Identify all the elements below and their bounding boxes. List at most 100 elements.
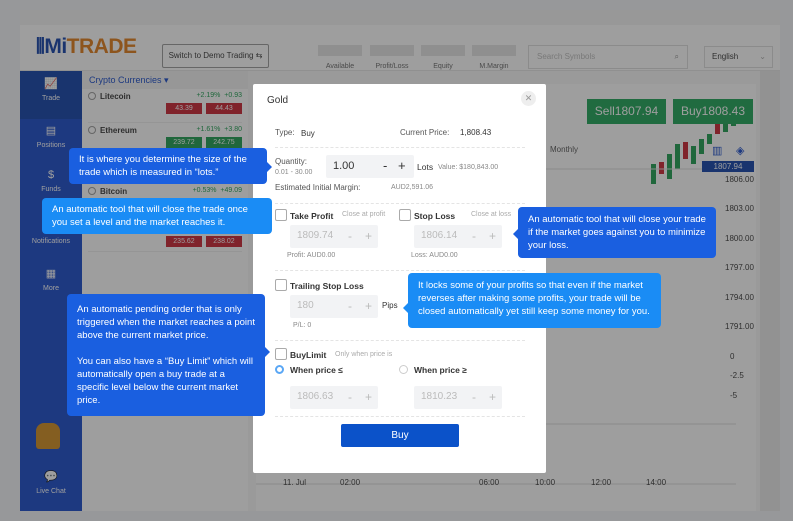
quantity-input[interactable]: 1.00: [333, 160, 355, 172]
stop-loss-label: Stop Loss: [414, 211, 456, 221]
top-band: [20, 10, 780, 25]
x-axis-label: 14:00: [646, 478, 667, 487]
tooltip-arrow: [267, 162, 277, 172]
tooltip-arrow: [398, 303, 408, 313]
watchlist: Crypto Currencies ▾ Litecoin +2.19% +0.93…: [82, 71, 248, 511]
symbol-name: Bitcoin: [100, 187, 128, 196]
search-input[interactable]: Search Symbols ⌕: [528, 45, 688, 69]
radio-icon[interactable]: [88, 126, 96, 134]
buy-price[interactable]: 44.43: [206, 103, 242, 114]
y-axis-label: 1803.00: [725, 204, 754, 213]
trailing-stop-checkbox[interactable]: [275, 279, 287, 291]
take-profit-checkbox[interactable]: [275, 209, 287, 221]
stat-margin: M.Margin: [472, 45, 516, 71]
clipboard-icon: ▤: [45, 125, 57, 137]
limit-le-stepper[interactable]: 1806.63- +: [290, 386, 378, 409]
watchlist-row[interactable]: 235.62 238.02: [88, 218, 242, 252]
take-profit-stepper[interactable]: 1809.74- +: [290, 225, 378, 248]
buy-limit-checkbox[interactable]: [275, 348, 287, 360]
period-monthly[interactable]: Monthly: [550, 145, 579, 154]
candle: [675, 144, 680, 169]
buy-submit-button[interactable]: Buy: [341, 424, 459, 447]
tooltip-take-profit: An automatic tool that will close the tr…: [42, 198, 272, 234]
change: +2.19% +0.93: [196, 92, 242, 99]
grid-icon: ▦: [45, 268, 57, 280]
x-axis-label: 10:00: [535, 478, 556, 487]
language-select[interactable]: English ⌄: [704, 46, 773, 68]
sidebar-item-funds[interactable]: $ Funds: [20, 164, 82, 210]
live-chat-button[interactable]: 💬 Live Chat: [20, 466, 82, 511]
tooltip-buy-limit-text-2: You can also have a “Buy Limit” which wi…: [77, 356, 254, 406]
switch-demo-button[interactable]: Switch to Demo Trading ⇆: [162, 44, 269, 68]
limit-ge-stepper[interactable]: 1810.23- +: [414, 386, 502, 409]
chat-icon: 💬: [44, 471, 58, 483]
y-axis-label: 1806.00: [725, 175, 754, 184]
tooltip-arrow: [508, 229, 518, 239]
header: ⫴MiTRADE Switch to Demo Trading ⇆ Availa…: [20, 25, 780, 71]
y-axis-label: -2.5: [730, 371, 744, 380]
buy-price[interactable]: 242.75: [206, 137, 242, 148]
tooltip-trailing-stop: It locks some of your profits so that ev…: [408, 273, 661, 328]
sidebar-item-more[interactable]: ▦ More: [20, 263, 82, 309]
sell-price[interactable]: 235.62: [166, 236, 202, 247]
radio-icon[interactable]: [88, 92, 96, 100]
radio-when-le[interactable]: [275, 365, 284, 374]
watchlist-row[interactable]: Litecoin +2.19% +0.93 43.39 44.43: [88, 89, 242, 123]
stop-loss-stepper[interactable]: 1806.14- +: [414, 225, 502, 248]
when-le-label: When price ≤: [290, 365, 343, 375]
candle: [707, 134, 712, 144]
sell-price[interactable]: 239.72: [166, 137, 202, 148]
y-axis-label: -5: [730, 391, 738, 400]
type-value: Buy: [301, 129, 315, 138]
stat-available: Available: [318, 45, 362, 71]
current-price-value: 1,808.43: [460, 128, 492, 137]
type-label: Type:: [275, 128, 295, 137]
buy-button-chart[interactable]: Buy1808.43: [673, 99, 753, 124]
tooltip-stop-loss: An automatic tool that will close your t…: [518, 207, 716, 258]
quantity-stepper[interactable]: 1.00 - +: [326, 155, 414, 178]
change: +0.53% +49.09: [192, 187, 242, 194]
layers-icon[interactable]: ◈: [736, 145, 745, 157]
category-dropdown[interactable]: Crypto Currencies ▾: [82, 71, 248, 89]
sell-button[interactable]: Sell1807.94: [587, 99, 666, 124]
x-axis-label: 02:00: [340, 478, 361, 487]
close-icon[interactable]: ✕: [521, 91, 536, 106]
chart-icon: 📈: [44, 78, 58, 90]
candle: [651, 164, 656, 184]
candle: [715, 122, 720, 134]
x-axis-label: 11. Jul: [283, 478, 306, 487]
stop-loss-checkbox[interactable]: [399, 209, 411, 221]
search-icon: ⌕: [674, 52, 679, 61]
y-axis-label: 0: [730, 352, 735, 361]
sidebar-item-trade[interactable]: 📈 Trade: [20, 71, 82, 119]
order-modal: Gold ✕ Type: Buy Current Price: 1,808.43…: [253, 84, 546, 473]
plus-icon[interactable]: +: [398, 158, 406, 173]
candle: [723, 124, 728, 132]
buy-price[interactable]: 238.02: [206, 236, 242, 247]
sidebar-item-positions[interactable]: ▤ Positions: [20, 120, 82, 166]
value-label: Value: $180,843.00: [438, 164, 499, 171]
margin-label: Estimated Initial Margin:: [275, 183, 361, 192]
symbol-name: Litecoin: [100, 92, 131, 101]
candle-type-icon[interactable]: ▥: [712, 145, 723, 157]
sidebar: 📈Trade ▤Positions $Funds 🔔Notifications …: [20, 71, 82, 511]
stat-equity: Equity: [421, 45, 465, 71]
current-price-label: Current Price:: [400, 128, 450, 137]
quantity-range: 0.01 - 30.00: [275, 169, 313, 176]
tooltip-buy-limit: An automatic pending order that is only …: [67, 294, 265, 416]
radio-icon[interactable]: [88, 187, 96, 195]
x-axis-label: 06:00: [479, 478, 500, 487]
take-profit-hint: Close at profit: [342, 211, 386, 218]
trailing-stepper[interactable]: 180- +: [290, 295, 378, 318]
candle: [699, 139, 704, 154]
profit-label: Profit: AUD0.00: [287, 252, 336, 259]
y-axis-label: 1794.00: [725, 293, 754, 302]
lots-label: Lots: [417, 162, 434, 172]
radio-when-ge[interactable]: [399, 365, 408, 374]
current-price-tag: 1807.94: [702, 161, 754, 172]
change: +1.61% +3.80: [196, 126, 242, 133]
sell-price[interactable]: 43.39: [166, 103, 202, 114]
wallet-icon: $: [47, 169, 55, 181]
tooltip-arrow: [265, 347, 275, 357]
minus-icon[interactable]: -: [383, 158, 388, 173]
